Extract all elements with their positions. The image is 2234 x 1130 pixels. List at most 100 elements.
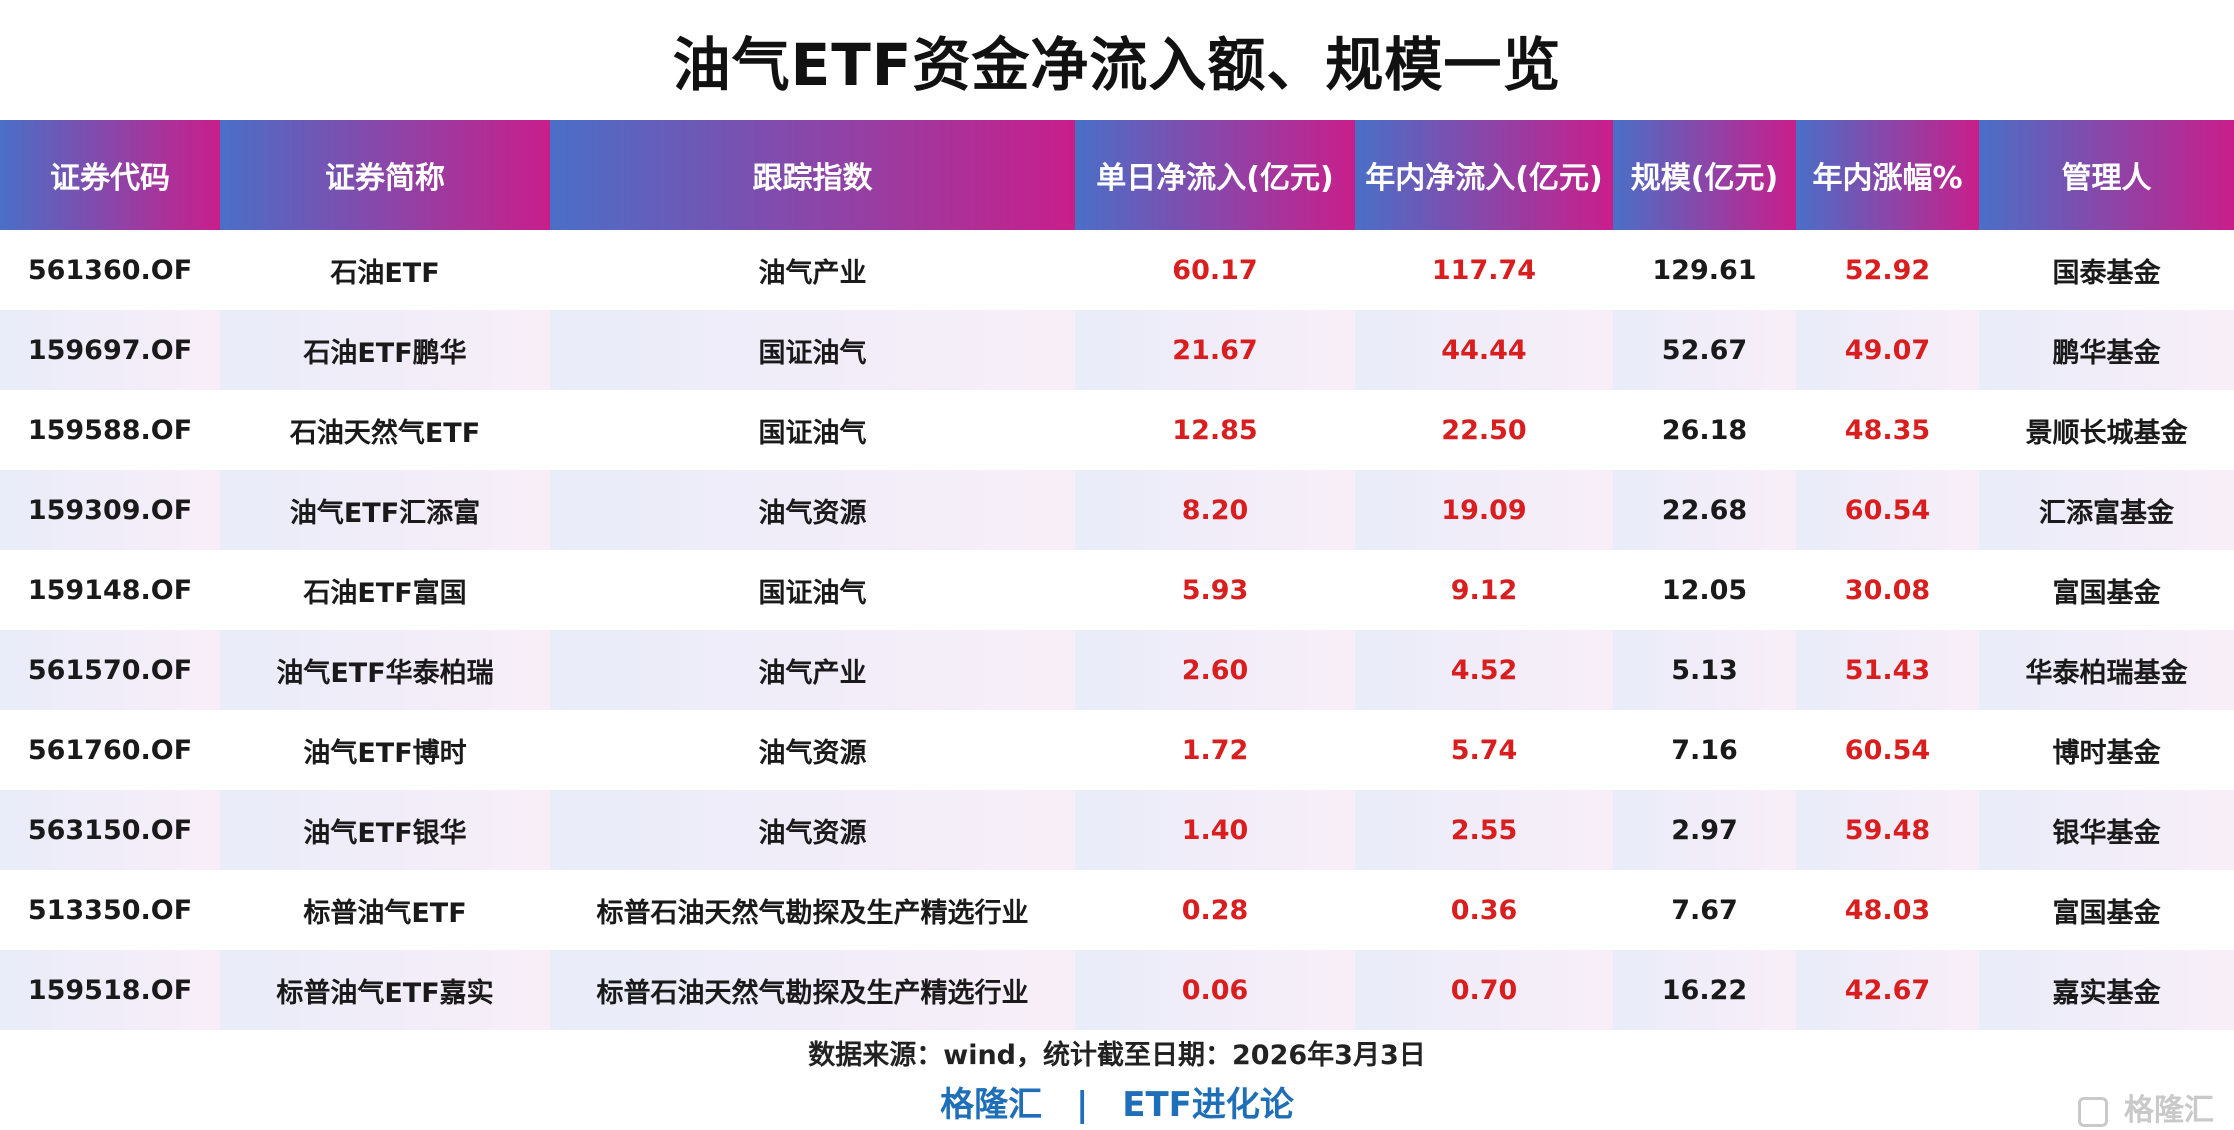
cell-scale: 7.16 (1613, 710, 1796, 790)
cell-ytd-gain: 51.43 (1796, 630, 1979, 710)
cell-ytd-gain: 60.54 (1796, 710, 1979, 790)
cell-manager: 汇添富基金 (1979, 470, 2234, 550)
cell-ytd-flow: 44.44 (1355, 310, 1613, 390)
cell-index: 油气资源 (550, 710, 1075, 790)
cell-daily: 2.60 (1075, 630, 1355, 710)
cell-ytd-gain: 48.03 (1796, 870, 1979, 950)
cell-ytd-gain: 48.35 (1796, 390, 1979, 470)
cell-ytd-flow: 117.74 (1355, 230, 1613, 310)
brand-column-name: ETF进化论 (1122, 1085, 1294, 1125)
watermark-logo-icon (2077, 1096, 2108, 1127)
table-row: 561570.OF 油气ETF华泰柏瑞 油气产业 2.60 4.52 5.13 51.43 华… (0, 630, 2234, 710)
cell-scale: 22.68 (1613, 470, 1796, 550)
cell-ytd-flow: 0.36 (1355, 870, 1613, 950)
cell-code: 561760.OF (0, 710, 220, 790)
cell-code: 159697.OF (0, 310, 220, 390)
cell-name: 标普油气ETF (220, 870, 550, 950)
cell-daily: 0.28 (1075, 870, 1355, 950)
cell-scale: 129.61 (1613, 230, 1796, 310)
cell-ytd-gain: 52.92 (1796, 230, 1979, 310)
cell-scale: 12.05 (1613, 550, 1796, 630)
cell-code: 159588.OF (0, 390, 220, 470)
table-row: 159309.OF 油气ETF汇添富 油气资源 8.20 19.09 22.68 60.54… (0, 470, 2234, 550)
cell-ytd-flow: 19.09 (1355, 470, 1613, 550)
table-row: 563150.OF 油气ETF银华 油气资源 1.40 2.55 2.97 59.48 银华基… (0, 790, 2234, 870)
watermark-text: 格隆汇 (2124, 1093, 2214, 1128)
cell-index: 油气产业 (550, 230, 1075, 310)
cell-code: 563150.OF (0, 790, 220, 870)
column-header: 管理人 (1979, 120, 2234, 230)
cell-code: 561360.OF (0, 230, 220, 310)
cell-ytd-flow: 0.70 (1355, 950, 1613, 1030)
cell-index: 国证油气 (550, 310, 1075, 390)
table-row: 561760.OF 油气ETF博时 油气资源 1.72 5.74 7.16 60.54 博时基… (0, 710, 2234, 790)
cell-ytd-flow: 2.55 (1355, 790, 1613, 870)
page-title: 油气ETF资金净流入额、规模一览 (672, 31, 1562, 99)
cell-index: 国证油气 (550, 390, 1075, 470)
column-header: 证券简称 (220, 120, 550, 230)
cell-index: 国证油气 (550, 550, 1075, 630)
cell-index: 油气资源 (550, 470, 1075, 550)
column-header: 年内涨幅% (1796, 120, 1979, 230)
cell-manager: 富国基金 (1979, 870, 2234, 950)
cell-code: 159309.OF (0, 470, 220, 550)
cell-code: 159518.OF (0, 950, 220, 1030)
cell-manager: 鹏华基金 (1979, 310, 2234, 390)
cell-daily: 1.40 (1075, 790, 1355, 870)
cell-scale: 5.13 (1613, 630, 1796, 710)
cell-ytd-gain: 59.48 (1796, 790, 1979, 870)
table-row: 561360.OF 石油ETF 油气产业 60.17 117.74 129.61 52.92… (0, 230, 2234, 310)
cell-daily: 8.20 (1075, 470, 1355, 550)
cell-scale: 7.67 (1613, 870, 1796, 950)
cell-scale: 52.67 (1613, 310, 1796, 390)
cell-daily: 12.85 (1075, 390, 1355, 470)
cell-manager: 银华基金 (1979, 790, 2234, 870)
cell-daily: 0.06 (1075, 950, 1355, 1030)
source-note: 数据来源：wind，统计截至日期：2026年3月3日 (808, 1040, 1426, 1071)
etf-table: 证券代码 证券简称 跟踪指数 单日净流入(亿元) 年内净流入(亿元) 规模(亿元) 年内涨幅… (0, 120, 2234, 1030)
cell-name: 油气ETF银华 (220, 790, 550, 870)
cell-index: 油气资源 (550, 790, 1075, 870)
cell-code: 513350.OF (0, 870, 220, 950)
cell-name: 石油ETF鹏华 (220, 310, 550, 390)
table-row: 159518.OF 标普油气ETF嘉实 标普石油天然气勘探及生产精选行业 0.06 0.… (0, 950, 2234, 1030)
brand-separator: | (1075, 1085, 1089, 1125)
table-body: 561360.OF 石油ETF 油气产业 60.17 117.74 129.61 52.92… (0, 230, 2234, 1030)
table-header-row: 证券代码 证券简称 跟踪指数 单日净流入(亿元) 年内净流入(亿元) 规模(亿元) 年内涨幅… (0, 120, 2234, 230)
cell-manager: 景顺长城基金 (1979, 390, 2234, 470)
cell-manager: 嘉实基金 (1979, 950, 2234, 1030)
cell-scale: 2.97 (1613, 790, 1796, 870)
column-header: 跟踪指数 (550, 120, 1075, 230)
table-row: 159697.OF 石油ETF鹏华 国证油气 21.67 44.44 52.67 49.07… (0, 310, 2234, 390)
cell-ytd-gain: 49.07 (1796, 310, 1979, 390)
cell-daily: 60.17 (1075, 230, 1355, 310)
cell-name: 油气ETF华泰柏瑞 (220, 630, 550, 710)
cell-ytd-flow: 5.74 (1355, 710, 1613, 790)
cell-index: 标普石油天然气勘探及生产精选行业 (550, 870, 1075, 950)
cell-daily: 5.93 (1075, 550, 1355, 630)
cell-index: 标普石油天然气勘探及生产精选行业 (550, 950, 1075, 1030)
cell-daily: 1.72 (1075, 710, 1355, 790)
table-row: 159148.OF 石油ETF富国 国证油气 5.93 9.12 12.05 30.08 富国… (0, 550, 2234, 630)
column-header: 年内净流入(亿元) (1355, 120, 1613, 230)
cell-name: 石油ETF富国 (220, 550, 550, 630)
brand-name: 格隆汇 (940, 1085, 1043, 1125)
cell-name: 石油天然气ETF (220, 390, 550, 470)
cell-manager: 国泰基金 (1979, 230, 2234, 310)
cell-name: 石油ETF (220, 230, 550, 310)
cell-name: 油气ETF博时 (220, 710, 550, 790)
column-header: 单日净流入(亿元) (1075, 120, 1355, 230)
watermark: 格隆汇 (2077, 1085, 2214, 1129)
cell-scale: 16.22 (1613, 950, 1796, 1030)
cell-ytd-flow: 4.52 (1355, 630, 1613, 710)
table-row: 159588.OF 石油天然气ETF 国证油气 12.85 22.50 26.18 48.3… (0, 390, 2234, 470)
cell-daily: 21.67 (1075, 310, 1355, 390)
cell-ytd-flow: 22.50 (1355, 390, 1613, 470)
cell-ytd-flow: 9.12 (1355, 550, 1613, 630)
cell-code: 159148.OF (0, 550, 220, 630)
column-header: 证券代码 (0, 120, 220, 230)
cell-code: 561570.OF (0, 630, 220, 710)
cell-manager: 富国基金 (1979, 550, 2234, 630)
table-row: 513350.OF 标普油气ETF 标普石油天然气勘探及生产精选行业 0.28 0.36… (0, 870, 2234, 950)
cell-manager: 博时基金 (1979, 710, 2234, 790)
